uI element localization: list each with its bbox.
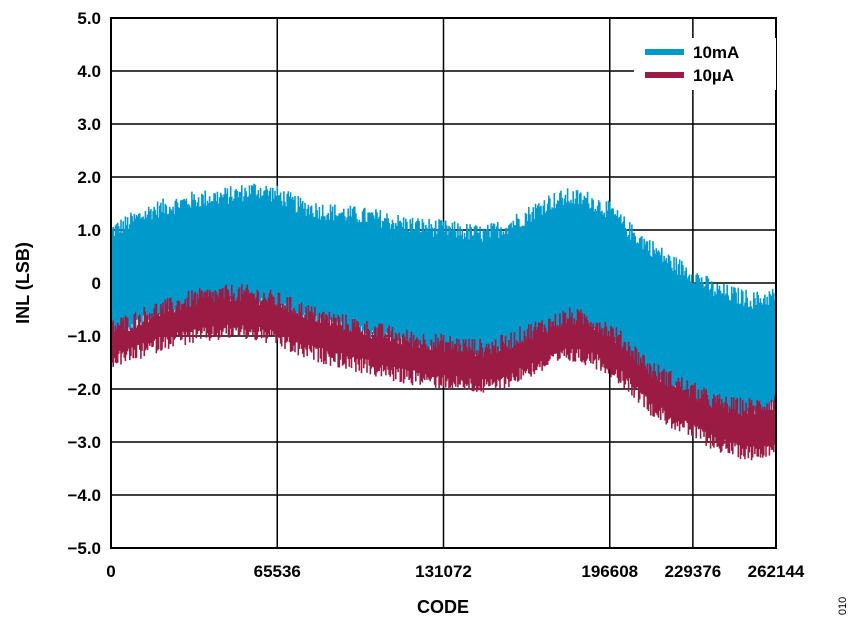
series-10ma-line xyxy=(111,183,776,426)
x-tick-label: 262144 xyxy=(748,562,805,581)
legend-label-10ua: 10µA xyxy=(693,66,734,85)
y-tick-label: 4.0 xyxy=(77,62,101,81)
y-tick-label: 3.0 xyxy=(77,115,101,134)
series-10ua-line xyxy=(111,284,776,461)
x-tick-label: 65536 xyxy=(254,562,301,581)
y-tick-label: −2.0 xyxy=(67,380,101,399)
y-tick-label: 2.0 xyxy=(77,168,101,187)
y-tick-label: 1.0 xyxy=(77,221,101,240)
y-tick-label: −4.0 xyxy=(67,486,101,505)
x-tick-label: 0 xyxy=(106,562,115,581)
x-tick-label: 196608 xyxy=(581,562,638,581)
tick-labels: 5.0 4.0 3.0 2.0 1.0 0 −1.0 −2.0 −3.0 −4.0 −5.0 0 655… xyxy=(67,9,804,581)
x-tick-label: 131072 xyxy=(415,562,472,581)
figure-id: 010 xyxy=(837,597,849,615)
y-tick-label: −3.0 xyxy=(67,433,101,452)
legend-box xyxy=(634,38,776,90)
x-axis-label: CODE xyxy=(417,597,469,617)
series-layer xyxy=(111,183,776,461)
legend: 10mA 10µA xyxy=(634,38,776,90)
y-axis-label: INL (LSB) xyxy=(13,242,33,324)
y-tick-label: 0 xyxy=(92,274,101,293)
legend-label-10ma: 10mA xyxy=(693,43,739,62)
y-tick-label: 5.0 xyxy=(77,9,101,28)
plot-frame xyxy=(110,17,777,549)
x-tick-label: 229376 xyxy=(665,562,722,581)
y-tick-label: −1.0 xyxy=(67,327,101,346)
y-tick-label: −5.0 xyxy=(67,539,101,558)
